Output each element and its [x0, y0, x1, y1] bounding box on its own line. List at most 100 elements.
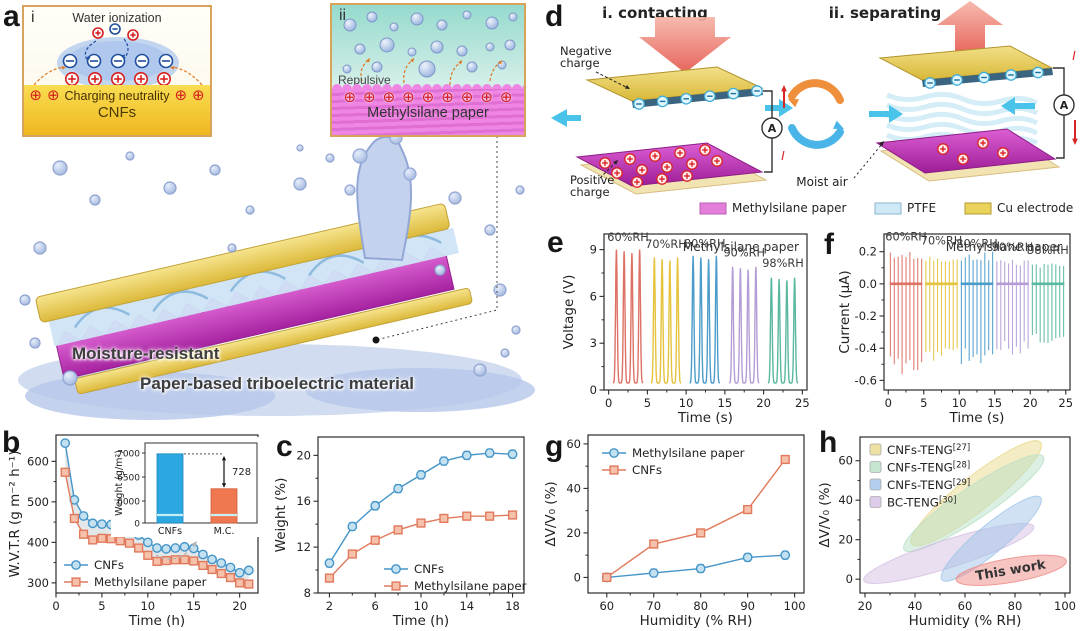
svg-text:20: 20	[1023, 396, 1038, 410]
plus-charge-icon: ⊕	[460, 88, 474, 106]
negative-charge-icon	[924, 77, 936, 89]
svg-text:W.V.T.R (g m⁻² h⁻¹): W.V.T.R (g m⁻² h⁻¹)	[7, 451, 23, 578]
svg-text:ΔV/V₀ (%): ΔV/V₀ (%)	[543, 481, 559, 546]
svg-text:90%RH: 90%RH	[992, 241, 1033, 254]
svg-text:CNFs-TENG[29]: CNFs-TENG[29]	[887, 478, 970, 492]
plus-charge-icon: ⊕	[29, 86, 42, 104]
water-droplet-icon	[163, 181, 177, 195]
svg-text:80: 80	[1008, 599, 1023, 613]
svg-text:ΔV/V₀ (%): ΔV/V₀ (%)	[817, 482, 833, 547]
svg-text:ii. separating: ii. separating	[829, 4, 941, 22]
svg-text:CNFs: CNFs	[94, 558, 124, 572]
water-droplet-icon	[485, 42, 495, 52]
water-droplet-icon	[418, 60, 436, 78]
plus-charge-icon: ⊕	[382, 88, 396, 106]
negative-charge-icon	[751, 85, 763, 97]
plus-charge-icon: ⊕	[421, 88, 435, 106]
plus-charge-icon: ⊕	[174, 86, 188, 104]
panel-h-comparison-chart: 20 40 60 80 100 0 20 40 60 Humidity (% RH) ΔV/V₀ (…	[816, 427, 1078, 629]
svg-text:Time (s): Time (s)	[949, 410, 1005, 426]
plus-charge-icon: ⊕	[363, 88, 376, 106]
svg-text:5: 5	[920, 396, 927, 410]
plus-charge-icon: ⊕	[46, 86, 60, 104]
svg-text:300: 300	[27, 576, 49, 590]
minus-charge-icon	[110, 53, 126, 69]
svg-text:Negative: Negative	[560, 44, 612, 58]
svg-text:Time (s): Time (s)	[677, 410, 733, 426]
water-droplet-icon	[500, 348, 510, 358]
positive-charge-icon	[636, 164, 648, 176]
water-droplet-icon	[343, 18, 357, 32]
water-ionization-diagram	[33, 23, 203, 87]
water-droplet-icon	[407, 47, 417, 57]
water-droplet-icon	[209, 164, 221, 176]
negative-charge-icon	[1005, 69, 1017, 81]
svg-text:9: 9	[590, 243, 597, 257]
positive-charge-icon	[699, 144, 711, 156]
water-droplet-icon	[508, 12, 518, 22]
water-droplet-icon	[462, 10, 472, 20]
svg-text:98%RH: 98%RH	[1027, 244, 1068, 257]
positive-charge-icon	[674, 147, 686, 159]
svg-text:25: 25	[795, 396, 810, 410]
inset-i-tag: i	[31, 9, 35, 26]
water-droplet-icon	[293, 177, 307, 191]
panel-letter-b: b	[2, 426, 21, 459]
water-droplet-icon	[473, 363, 487, 377]
svg-text:0: 0	[134, 520, 140, 530]
charging-neutrality-row: ⊕ ⊕ Charging neutrality ⊕ ⊕	[24, 88, 210, 103]
inset-ii-tag: ii	[339, 7, 347, 24]
svg-text:CNFs: CNFs	[632, 463, 662, 477]
svg-text:60%RH: 60%RH	[885, 230, 926, 243]
chart-svg-b-inset: CNFs M.C. 7000 6500 6000 0 728 Weight (g/m²)	[114, 442, 258, 537]
svg-text:Methylsilane paper: Methylsilane paper	[632, 446, 745, 460]
svg-text:0: 0	[574, 570, 581, 584]
svg-text:8: 8	[304, 586, 311, 600]
svg-text:-0.2: -0.2	[855, 309, 877, 323]
water-droplet-icon	[227, 243, 237, 253]
surface-bumps	[332, 82, 524, 89]
panel-c-weight-chart: 2 6 10 14 18 8 12 16 20 Time (h) Weight (%) CNFs Met…	[272, 427, 536, 629]
plus-charge-icon	[134, 71, 149, 86]
svg-text:600: 600	[27, 454, 49, 468]
water-droplet-icon	[515, 185, 525, 195]
svg-text:70%RH: 70%RH	[921, 234, 962, 247]
positive-charge-icon	[649, 150, 661, 162]
water-droplet-icon	[325, 153, 335, 163]
svg-text:40: 40	[838, 493, 853, 507]
legend-swatch-0	[699, 202, 727, 215]
svg-text:15: 15	[987, 396, 1002, 410]
chart-svg-g: 60 70 80 90 100 0 20 40 60 Humidity (% RH) ΔV/V₀ (…	[543, 434, 806, 629]
svg-text:15: 15	[718, 396, 733, 410]
svg-text:6: 6	[372, 599, 379, 613]
svg-text:A: A	[1060, 99, 1069, 112]
water-droplet-icon	[456, 45, 468, 57]
water-droplet-icon	[89, 194, 101, 206]
svg-text:Humidity (% RH): Humidity (% RH)	[640, 613, 753, 629]
positive-charge-icon	[631, 176, 643, 188]
svg-text:10: 10	[140, 599, 155, 613]
cnfs-substrate: ⊕ ⊕ Charging neutrality ⊕ ⊕ CNFs	[24, 85, 210, 135]
positive-charge-icon	[937, 143, 949, 155]
svg-text:80: 80	[693, 599, 708, 613]
water-droplet-icon	[504, 39, 516, 51]
svg-text:16: 16	[296, 494, 311, 508]
svg-text:Weight (%): Weight (%)	[273, 478, 289, 553]
panel-letter-a: a	[3, 0, 20, 33]
positive-charge-icon	[977, 137, 989, 149]
positive-charge-icon	[681, 170, 693, 182]
plus-charge-icon: ⊕	[402, 88, 415, 106]
caption-paper-based: Paper-based triboelectric material	[140, 374, 415, 393]
svg-text:Current (μA): Current (μA)	[837, 270, 853, 353]
svg-text:20: 20	[566, 526, 581, 540]
svg-text:3: 3	[590, 336, 597, 350]
svg-text:500: 500	[27, 495, 49, 509]
minus-charge-icon	[158, 53, 174, 69]
panel-a-illustration: i Water ionization ⊕ ⊕ Charging neutrali…	[0, 0, 540, 427]
charging-neutrality-label: Charging neutrality	[64, 88, 170, 103]
svg-text:Voltage (V): Voltage (V)	[561, 275, 577, 350]
water-droplet-icon	[448, 191, 462, 205]
svg-text:15: 15	[186, 599, 201, 613]
svg-text:0.0: 0.0	[859, 277, 877, 291]
